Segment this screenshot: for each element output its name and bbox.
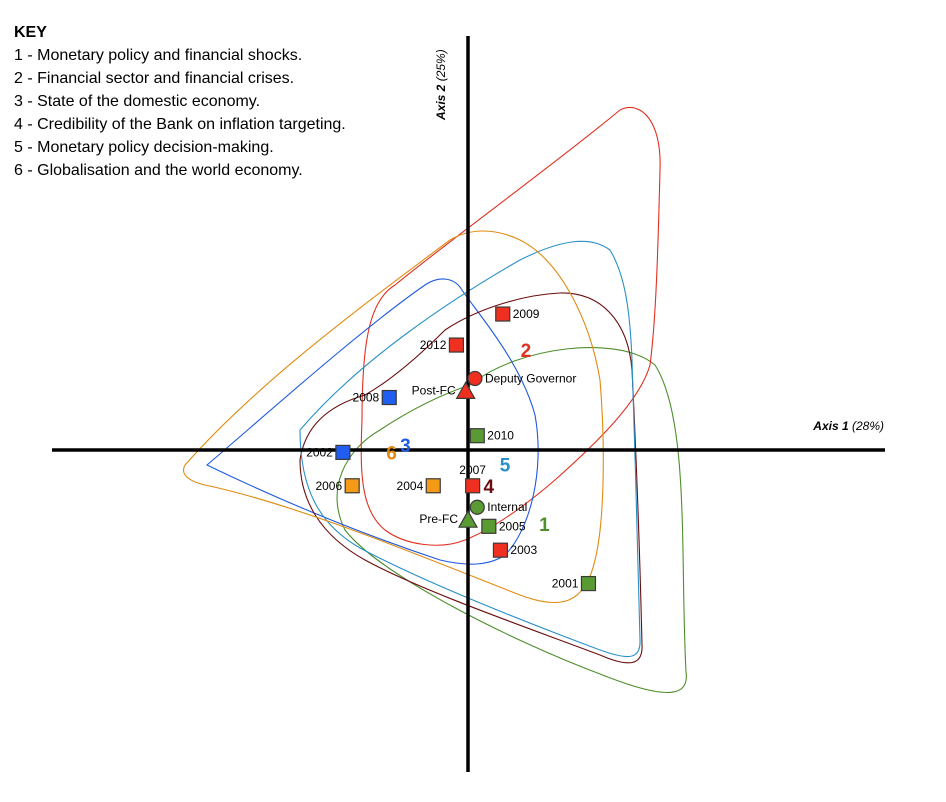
key-item-4: 4 - Credibility of the Bank on inflation… — [14, 116, 346, 133]
point-label-internal: Internal — [487, 500, 527, 514]
key-item-6: 6 - Globalisation and the world economy. — [14, 162, 303, 179]
axes — [52, 36, 885, 772]
point-marker-2007 — [465, 478, 481, 494]
cluster-label-2: 2 — [521, 341, 532, 362]
point-label-2007: 2007 — [459, 463, 486, 477]
point-label-2002: 2002 — [306, 445, 333, 459]
point-label-2001: 2001 — [552, 577, 579, 591]
key-item-5: 5 - Monetary policy decision-making. — [14, 139, 274, 156]
data-points — [335, 306, 597, 592]
key-legend: KEY 1 - Monetary policy and financial sh… — [14, 24, 346, 182]
point-marker-internal — [469, 499, 485, 515]
point-marker-2005 — [481, 518, 497, 534]
svg-text:Axis 1 (28%): Axis 1 (28%) — [812, 419, 884, 433]
x-axis-title: Axis 1 (28%) — [812, 419, 884, 433]
key-item-2: 2 - Financial sector and financial crise… — [14, 70, 295, 87]
key-item-1: 1 - Monetary policy and financial shocks… — [14, 47, 303, 64]
point-label-pre-fc: Pre-FC — [419, 512, 458, 526]
cluster-outline-6 — [183, 230, 604, 604]
point-label-2003: 2003 — [510, 543, 537, 557]
key-title: KEY — [14, 24, 47, 41]
point-marker-2009 — [495, 306, 511, 322]
cluster-outline-3 — [206, 278, 539, 565]
cluster-label-1: 1 — [539, 515, 550, 536]
point-marker-2008 — [381, 389, 397, 406]
cluster-label-5: 5 — [500, 455, 511, 476]
point-label-2008: 2008 — [353, 391, 380, 405]
point-marker-2002 — [335, 444, 351, 460]
cluster-outline-4 — [299, 292, 643, 664]
y-axis-name: Axis 2 — [434, 84, 448, 121]
y-axis-pct: (25%) — [434, 49, 448, 81]
svg-text:Axis 2 (25%): Axis 2 (25%) — [434, 49, 448, 121]
point-marker-2006 — [344, 478, 360, 494]
point-label-2006: 2006 — [315, 479, 342, 493]
point-label-2010: 2010 — [487, 429, 514, 443]
y-axis-title: Axis 2 (25%) — [434, 49, 448, 121]
cluster-outline-5 — [299, 240, 641, 658]
point-label-2012: 2012 — [420, 338, 447, 352]
point-marker-2001 — [580, 575, 597, 592]
point-marker-2012 — [448, 337, 465, 353]
cluster-outlines — [183, 106, 687, 694]
point-marker-2010 — [469, 428, 485, 444]
point-labels: 2009 2012 Deputy Governor Post-FC 2008 2010 20… — [306, 307, 579, 591]
cluster-label-3: 3 — [400, 436, 411, 457]
x-axis-pct: (28%) — [852, 419, 884, 433]
point-label-2005: 2005 — [499, 519, 526, 533]
cluster-labels: 1 2 3 45 6 — [386, 341, 550, 536]
point-label-2009: 2009 — [513, 307, 540, 321]
point-marker-pre-fc — [457, 509, 479, 528]
x-axis-name: Axis 1 — [812, 419, 849, 433]
point-marker-2003 — [492, 542, 509, 558]
point-marker-post-fc — [455, 381, 476, 399]
point-label-post-fc: Post-FC — [412, 383, 456, 397]
cluster-label-4: 4 — [484, 477, 495, 498]
cluster-outline-2 — [360, 106, 661, 546]
point-marker-2004 — [425, 478, 441, 494]
cluster-label-6: 6 — [386, 443, 397, 464]
key-item-3: 3 - State of the domestic economy. — [14, 93, 261, 110]
point-label-deputy-governor: Deputy Governor — [485, 371, 576, 385]
point-label-2004: 2004 — [397, 479, 424, 493]
point-marker-deputy-governor — [467, 370, 483, 387]
